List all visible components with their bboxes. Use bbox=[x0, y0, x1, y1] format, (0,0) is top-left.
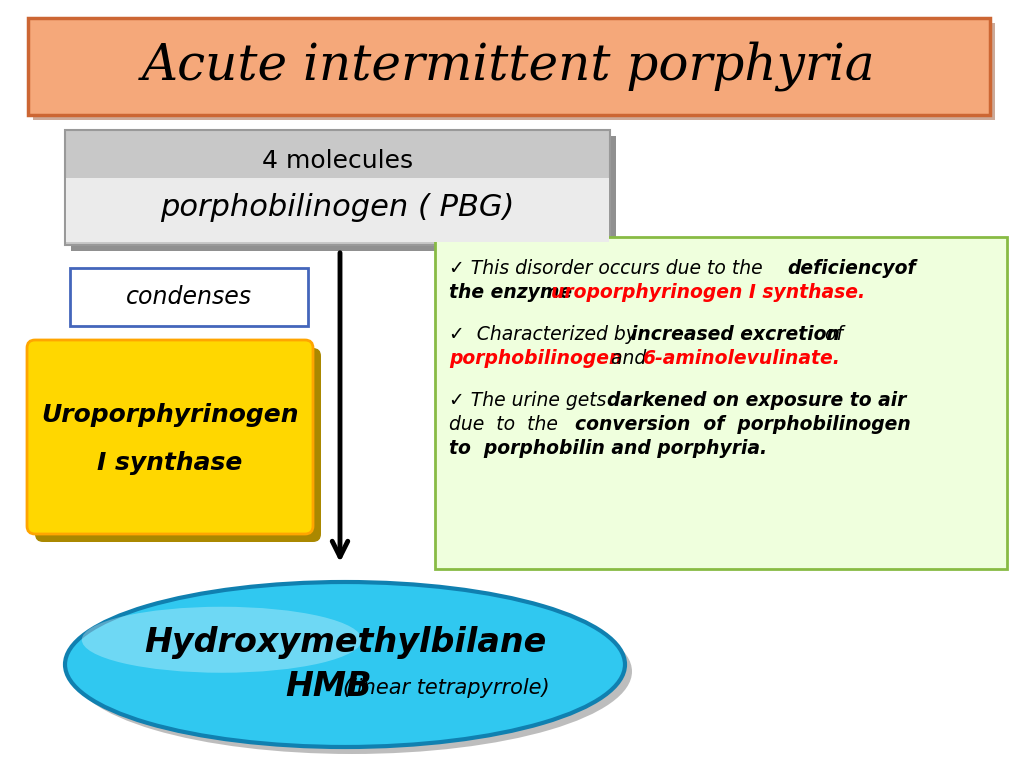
Text: porphobilinogen ( PBG): porphobilinogen ( PBG) bbox=[161, 194, 515, 223]
Text: darkened on exposure to air: darkened on exposure to air bbox=[607, 391, 906, 410]
Ellipse shape bbox=[82, 607, 361, 673]
Text: the enzyme: the enzyme bbox=[449, 283, 579, 302]
Text: (linear tetrapyrrole): (linear tetrapyrrole) bbox=[343, 678, 550, 699]
Text: ✓ This disorder occurs due to the: ✓ This disorder occurs due to the bbox=[449, 259, 769, 278]
Text: increased excretion: increased excretion bbox=[631, 325, 840, 344]
FancyBboxPatch shape bbox=[28, 18, 990, 115]
FancyBboxPatch shape bbox=[33, 23, 995, 120]
Text: porphobilinogen: porphobilinogen bbox=[449, 349, 623, 368]
Text: Hydroxymethylbilane: Hydroxymethylbilane bbox=[144, 626, 546, 659]
Text: and: and bbox=[605, 349, 646, 368]
Text: Uroporphyrinogen: Uroporphyrinogen bbox=[41, 403, 299, 427]
FancyBboxPatch shape bbox=[35, 348, 321, 542]
FancyBboxPatch shape bbox=[27, 340, 313, 534]
Text: deficiencyof: deficiencyof bbox=[787, 259, 915, 278]
Text: to  porphobilin and porphyria.: to porphobilin and porphyria. bbox=[449, 439, 767, 458]
FancyBboxPatch shape bbox=[71, 136, 616, 251]
FancyBboxPatch shape bbox=[66, 178, 609, 242]
FancyBboxPatch shape bbox=[70, 268, 308, 326]
Text: conversion  of  porphobilinogen: conversion of porphobilinogen bbox=[575, 415, 910, 434]
Ellipse shape bbox=[65, 582, 625, 747]
Text: 6-aminolevulinate.: 6-aminolevulinate. bbox=[642, 349, 840, 368]
Text: uroporphyrinogen I synthase.: uroporphyrinogen I synthase. bbox=[551, 283, 865, 302]
FancyBboxPatch shape bbox=[435, 237, 1007, 569]
Text: condenses: condenses bbox=[126, 285, 252, 309]
Text: due  to  the: due to the bbox=[449, 415, 570, 434]
Text: ✓ The urine gets: ✓ The urine gets bbox=[449, 391, 612, 410]
Text: ✓  Characterized by: ✓ Characterized by bbox=[449, 325, 643, 344]
FancyBboxPatch shape bbox=[65, 130, 610, 245]
Ellipse shape bbox=[72, 589, 632, 754]
Text: 4 molecules: 4 molecules bbox=[262, 149, 413, 173]
Text: I synthase: I synthase bbox=[97, 451, 243, 475]
Text: Acute intermittent porphyria: Acute intermittent porphyria bbox=[142, 41, 876, 91]
Text: HMB: HMB bbox=[285, 670, 372, 703]
Text: of: of bbox=[819, 325, 843, 344]
